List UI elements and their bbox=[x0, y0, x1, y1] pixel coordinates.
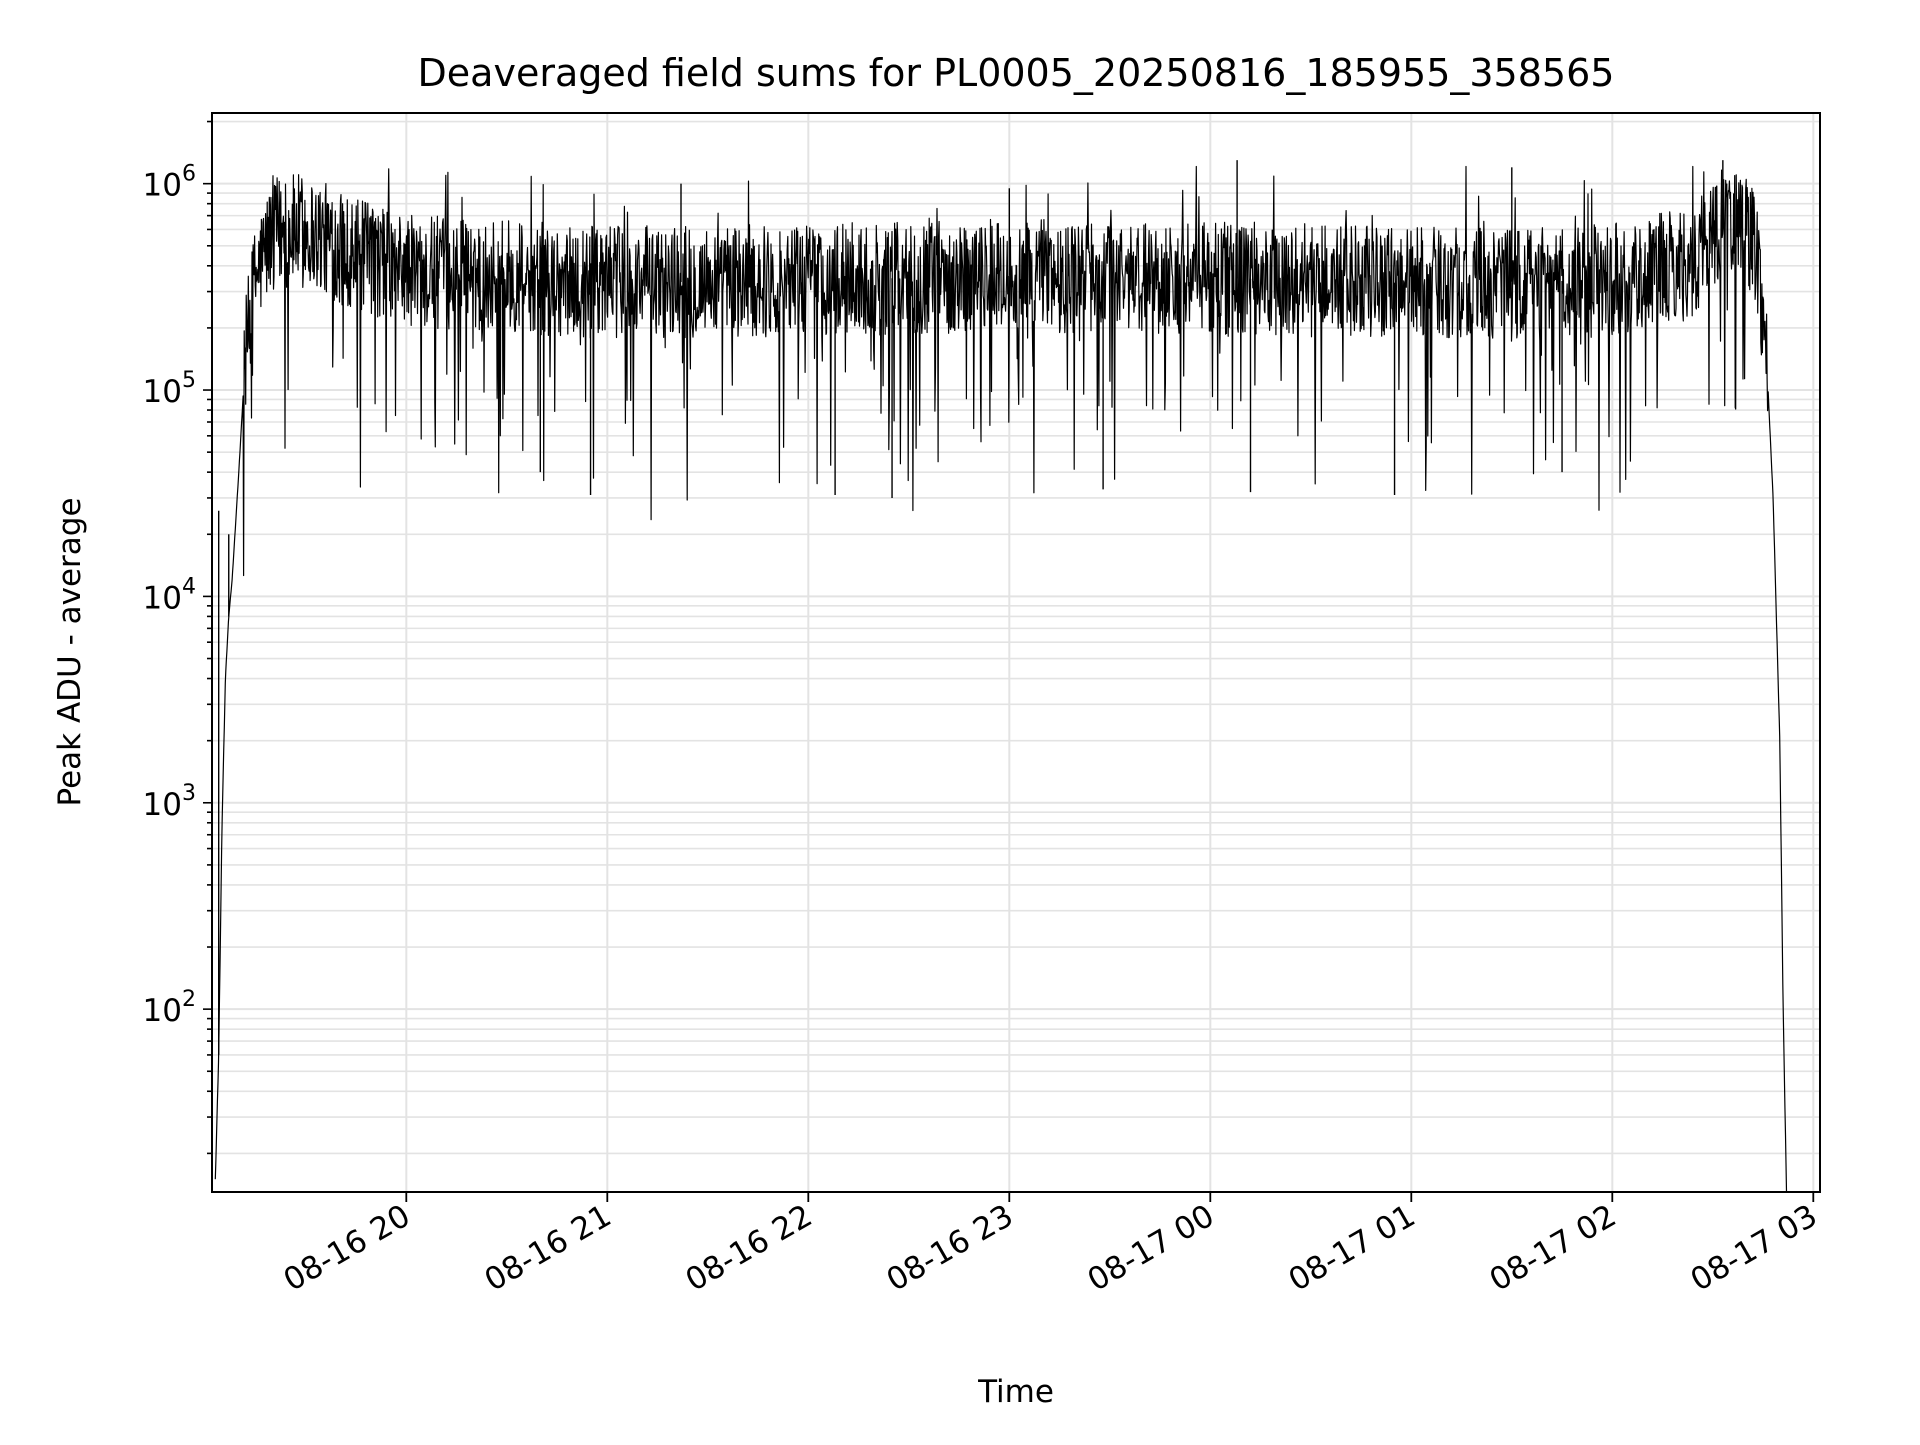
plot-area bbox=[214, 160, 1788, 1193]
y-tick-label: 103 bbox=[143, 781, 196, 823]
y-tick-label: 106 bbox=[143, 162, 196, 204]
y-axis-label: Peak ADU - average bbox=[52, 497, 88, 806]
grid bbox=[212, 113, 1820, 1192]
y-tick-label: 102 bbox=[143, 987, 196, 1029]
y-tick-label: 105 bbox=[143, 368, 196, 410]
chart-title: Deaveraged field sums for PL0005_2025081… bbox=[418, 51, 1615, 95]
x-axis-label: Time bbox=[977, 1374, 1054, 1410]
series-line bbox=[214, 165, 1788, 1193]
axes-frame bbox=[211, 112, 1821, 1193]
y-tick-label: 104 bbox=[143, 574, 196, 616]
